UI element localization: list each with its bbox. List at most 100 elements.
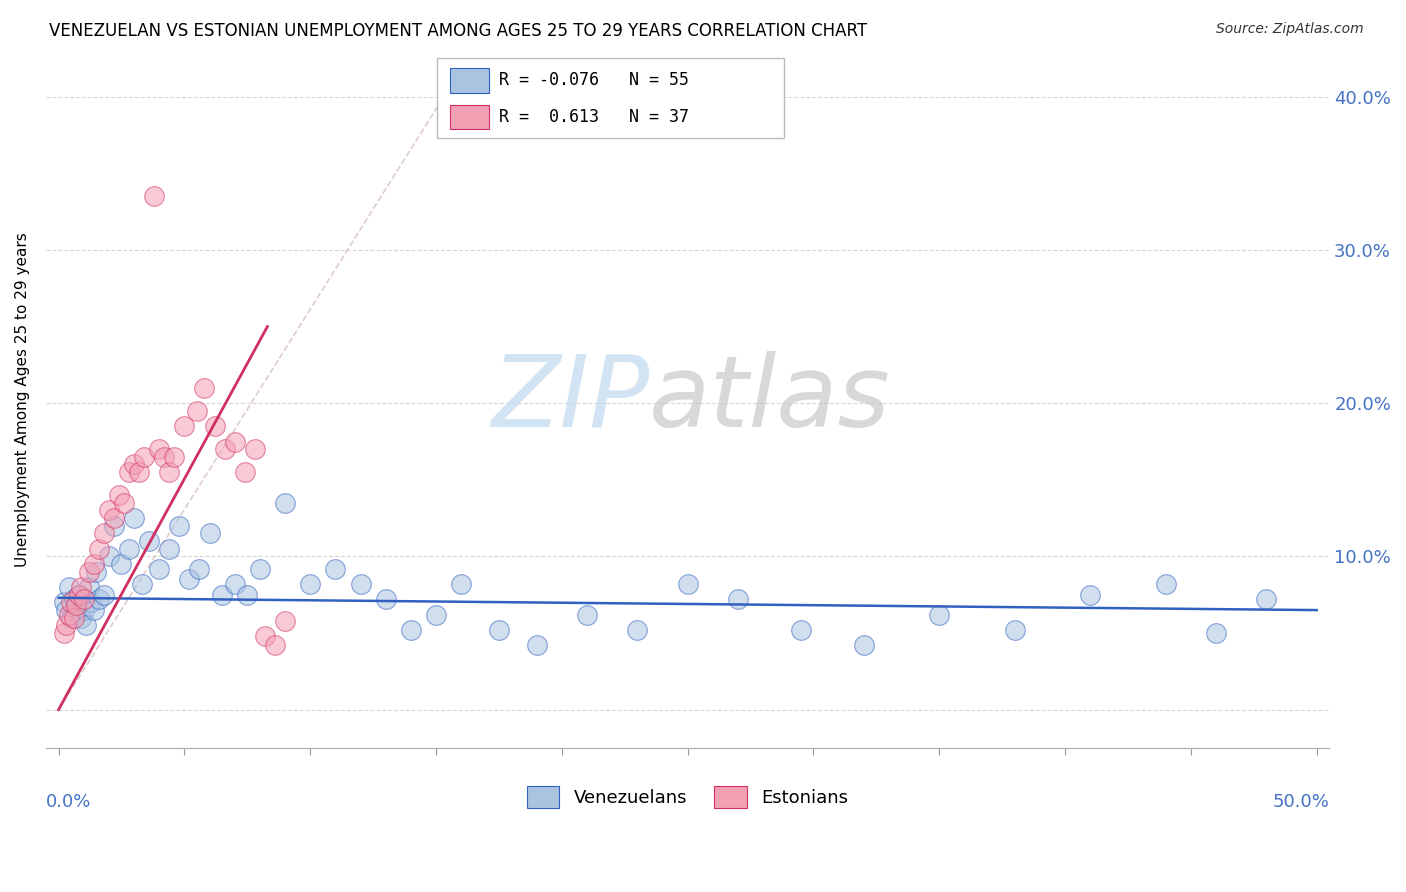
Point [157,465,180,479]
Point [1078,588,1101,602]
Point [425,607,447,622]
Point [93,526,115,541]
Point [626,623,648,637]
Point [118,465,141,479]
Bar [450,68,489,93]
Point [70,611,93,625]
Point [374,592,396,607]
Point [131,577,153,591]
Point [55,618,77,632]
Text: Source: ZipAtlas.com: Source: ZipAtlas.com [1216,22,1364,37]
Point [450,577,472,591]
Point [198,526,221,541]
Point [214,442,236,457]
Point [193,381,215,395]
Point [790,623,813,637]
Point [52,626,75,640]
FancyBboxPatch shape [437,58,785,138]
Point [233,465,256,479]
Text: R =  0.613   N = 37: R = 0.613 N = 37 [499,108,689,126]
Point [399,623,422,637]
Point [173,419,195,434]
Point [138,534,160,549]
Point [253,629,276,643]
Point [128,465,150,479]
Point [80,595,103,609]
Point [274,496,297,510]
Point [224,434,246,449]
Point [55,603,77,617]
Point [65,599,87,613]
Point [157,541,180,556]
Point [349,577,371,591]
Point [169,518,191,533]
Point [676,577,699,591]
Point [179,573,201,587]
Point [60,595,83,609]
Point [83,557,105,571]
Point [52,595,75,609]
Point [325,562,347,576]
Point [67,588,90,602]
Point [274,614,297,628]
Point [93,588,115,602]
Point [143,189,166,203]
Point [148,562,170,576]
Point [264,638,287,652]
Text: 50.0%: 50.0% [1272,793,1329,812]
Legend: Venezuelans, Estonians: Venezuelans, Estonians [520,780,856,815]
Point [62,611,84,625]
Point [1004,623,1026,637]
Point [122,511,145,525]
Point [87,541,110,556]
Point [83,603,105,617]
Point [526,638,548,652]
Point [575,607,598,622]
Point [73,603,96,617]
Point [108,488,131,502]
Point [103,518,125,533]
Point [727,592,749,607]
Point [112,496,135,510]
Point [110,557,132,571]
Point [224,577,246,591]
Point [77,580,100,594]
Point [103,511,125,525]
Point [97,503,120,517]
Text: R = -0.076   N = 55: R = -0.076 N = 55 [499,71,689,89]
Point [204,419,226,434]
Point [299,577,322,591]
Point [1256,592,1278,607]
Point [1154,577,1177,591]
Point [58,607,80,622]
Point [75,618,97,632]
Point [236,588,259,602]
Text: 0.0%: 0.0% [46,793,91,812]
Point [163,450,186,464]
Point [58,580,80,594]
Point [87,592,110,607]
Point [249,562,271,576]
Point [122,458,145,472]
Y-axis label: Unemployment Among Ages 25 to 29 years: Unemployment Among Ages 25 to 29 years [15,232,30,566]
Text: ZIP: ZIP [491,351,650,448]
Point [118,541,141,556]
Point [84,565,107,579]
Point [1205,626,1227,640]
Point [186,404,208,418]
Point [488,623,510,637]
Text: VENEZUELAN VS ESTONIAN UNEMPLOYMENT AMONG AGES 25 TO 29 YEARS CORRELATION CHART: VENEZUELAN VS ESTONIAN UNEMPLOYMENT AMON… [49,22,868,40]
Point [70,580,93,594]
Point [132,450,155,464]
Point [97,549,120,564]
Point [67,588,90,602]
Point [65,599,87,613]
Point [62,592,84,607]
Point [243,442,266,457]
Point [852,638,875,652]
Point [211,588,233,602]
Point [153,450,176,464]
Point [60,611,83,625]
Point [188,562,211,576]
Point [73,592,96,607]
